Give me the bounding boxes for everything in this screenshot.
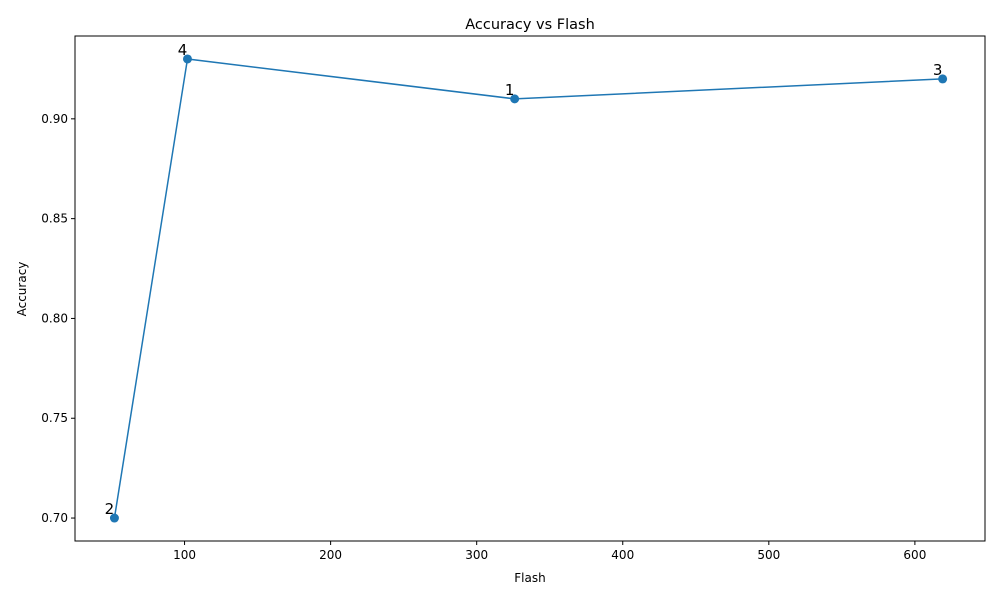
data-point [938, 74, 948, 84]
y-tick-label: 0.80 [41, 311, 68, 325]
series-line [113, 58, 943, 519]
y-tick-label: 0.85 [41, 212, 68, 226]
y-tick-label: 0.90 [41, 112, 68, 126]
x-tick-label: 100 [173, 548, 196, 562]
x-tick-label: 200 [319, 548, 342, 562]
data-point [510, 94, 520, 104]
data-label: 1 [505, 81, 515, 99]
plot-area: 100 200 300 400 500 600 0.70 0.75 0.80 0.85 0.90 2 4… [41, 35, 986, 562]
x-tick-label: 600 [903, 548, 926, 562]
data-label: 2 [105, 500, 115, 518]
y-tick-label: 0.75 [41, 411, 68, 425]
y-tick-label: 0.70 [41, 511, 68, 525]
data-label: 4 [178, 41, 188, 59]
x-axis-label: Flash [514, 571, 545, 585]
plot-frame [74, 35, 986, 542]
x-tick-label: 500 [757, 548, 780, 562]
x-tick-label: 400 [611, 548, 634, 562]
data-point [182, 54, 192, 64]
data-point [109, 513, 119, 523]
y-axis-label: Accuracy [15, 262, 29, 317]
x-tick-label: 300 [465, 548, 488, 562]
data-label: 3 [933, 61, 943, 79]
chart-title: Accuracy vs Flash [465, 17, 595, 33]
